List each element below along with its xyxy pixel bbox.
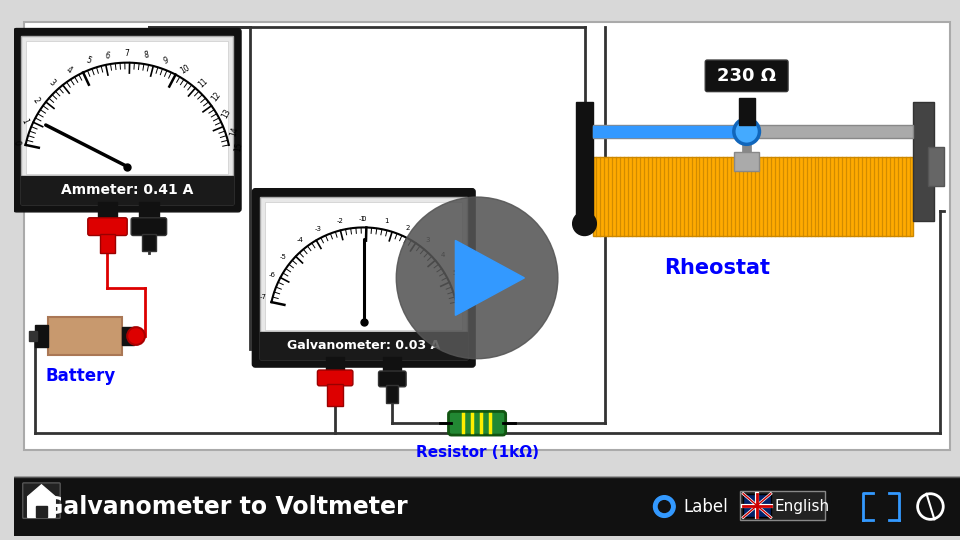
FancyBboxPatch shape (139, 202, 158, 228)
Text: Resistor (1kΩ): Resistor (1kΩ) (416, 446, 539, 460)
FancyBboxPatch shape (593, 125, 913, 138)
Text: 14: 14 (228, 126, 240, 138)
Text: 15: 15 (233, 141, 244, 152)
FancyBboxPatch shape (100, 233, 115, 253)
Text: 9: 9 (162, 56, 170, 66)
Text: 8: 8 (144, 51, 150, 60)
FancyBboxPatch shape (13, 477, 960, 536)
FancyBboxPatch shape (26, 42, 228, 174)
Text: 10: 10 (179, 64, 192, 76)
Text: -2: -2 (337, 218, 344, 224)
FancyBboxPatch shape (13, 29, 241, 212)
FancyBboxPatch shape (260, 197, 468, 359)
FancyBboxPatch shape (142, 233, 156, 251)
Text: 7: 7 (125, 49, 130, 58)
Text: Battery: Battery (45, 367, 115, 386)
FancyBboxPatch shape (383, 357, 401, 379)
FancyBboxPatch shape (740, 491, 825, 521)
Text: 1: 1 (385, 218, 389, 224)
FancyBboxPatch shape (593, 157, 913, 235)
Circle shape (659, 501, 670, 512)
Text: -7: -7 (260, 294, 267, 300)
Circle shape (396, 197, 558, 359)
Text: 1: 1 (19, 117, 29, 125)
FancyBboxPatch shape (739, 98, 755, 125)
Text: 5: 5 (84, 56, 92, 66)
FancyBboxPatch shape (576, 103, 593, 221)
Text: 12: 12 (209, 91, 223, 104)
FancyBboxPatch shape (122, 327, 134, 345)
Circle shape (654, 496, 675, 517)
FancyBboxPatch shape (36, 505, 47, 517)
Text: Label: Label (684, 497, 728, 516)
Text: 0: 0 (12, 140, 22, 146)
FancyBboxPatch shape (35, 325, 48, 347)
FancyBboxPatch shape (593, 126, 747, 137)
FancyBboxPatch shape (132, 218, 167, 235)
FancyBboxPatch shape (21, 177, 233, 204)
FancyBboxPatch shape (743, 494, 771, 517)
Text: -1: -1 (358, 215, 366, 221)
Text: -3: -3 (315, 226, 322, 232)
Text: 0: 0 (362, 215, 366, 221)
FancyBboxPatch shape (448, 411, 506, 435)
FancyBboxPatch shape (48, 318, 122, 355)
Text: English: English (775, 499, 829, 514)
Text: 13: 13 (221, 107, 233, 120)
FancyBboxPatch shape (928, 147, 945, 186)
FancyBboxPatch shape (23, 483, 60, 518)
Text: 3: 3 (47, 78, 57, 87)
FancyBboxPatch shape (29, 331, 36, 341)
Text: 4: 4 (441, 252, 445, 259)
Text: 2: 2 (31, 96, 41, 105)
Text: 5: 5 (453, 271, 457, 276)
FancyBboxPatch shape (378, 371, 406, 387)
FancyBboxPatch shape (21, 36, 233, 204)
Text: Galvanometer: 0.03 A: Galvanometer: 0.03 A (287, 339, 441, 352)
Text: 230 Ω: 230 Ω (717, 67, 777, 85)
FancyBboxPatch shape (733, 152, 759, 171)
Polygon shape (28, 485, 56, 517)
Circle shape (128, 327, 145, 345)
FancyBboxPatch shape (265, 201, 463, 329)
FancyBboxPatch shape (260, 332, 468, 359)
Text: -4: -4 (297, 238, 303, 244)
Text: -5: -5 (280, 254, 287, 260)
Text: Rheostat: Rheostat (664, 258, 771, 278)
FancyBboxPatch shape (326, 357, 344, 379)
Circle shape (573, 212, 596, 235)
Text: 11: 11 (196, 76, 209, 89)
Text: -6: -6 (268, 272, 276, 278)
FancyBboxPatch shape (252, 188, 475, 367)
FancyBboxPatch shape (98, 202, 117, 228)
Polygon shape (455, 240, 524, 315)
FancyBboxPatch shape (318, 370, 353, 386)
FancyBboxPatch shape (706, 60, 788, 92)
Text: 2: 2 (405, 225, 410, 231)
Text: Ammeter: 0.41 A: Ammeter: 0.41 A (61, 183, 193, 197)
FancyBboxPatch shape (327, 384, 343, 406)
Text: 4: 4 (64, 65, 74, 75)
FancyBboxPatch shape (87, 218, 128, 235)
Text: 3: 3 (425, 238, 429, 244)
FancyBboxPatch shape (387, 385, 398, 402)
FancyBboxPatch shape (913, 103, 934, 221)
FancyBboxPatch shape (24, 22, 950, 450)
Text: Galvanometer to Voltmeter: Galvanometer to Voltmeter (44, 495, 408, 518)
Circle shape (733, 119, 759, 144)
Text: 6: 6 (105, 51, 110, 60)
